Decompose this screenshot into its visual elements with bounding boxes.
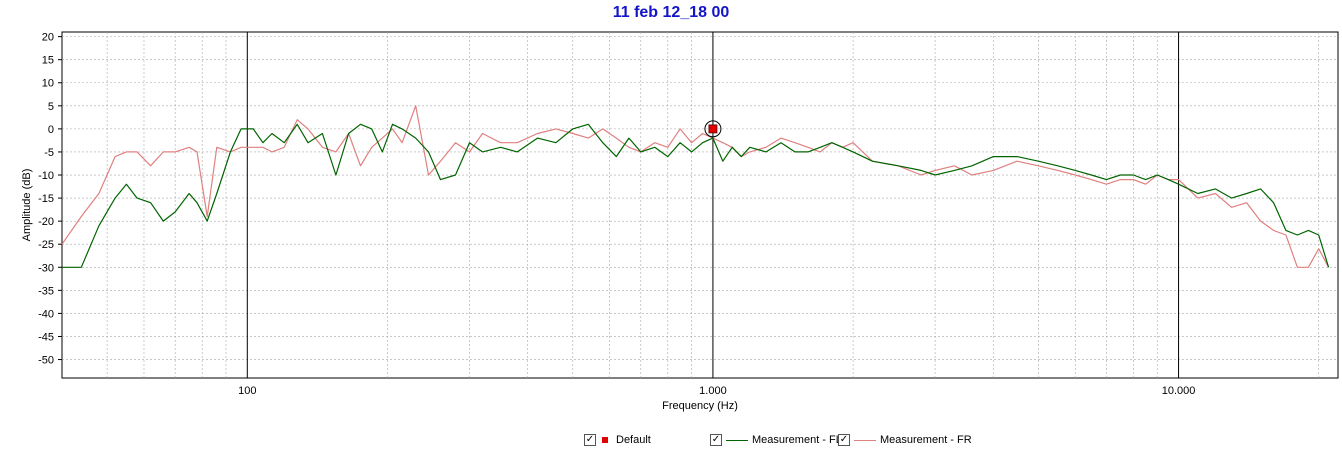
legend-checkbox-fr[interactable]: ✓ — [838, 434, 850, 446]
y-tick-label: -50 — [38, 355, 54, 367]
legend-label-default: Default — [616, 434, 651, 446]
legend: ✓ Default ✓ Measurement - FL ✓ Measureme… — [0, 432, 1342, 450]
line-icon — [726, 440, 748, 441]
y-axis: 20 15 10 5 0 -5 -10 -15 -20 -25 -30 -35 -40 -45 -50 — [38, 32, 62, 367]
line-icon — [854, 440, 876, 441]
marker-ring[interactable] — [704, 120, 722, 138]
grid-minor — [62, 32, 1338, 378]
y-tick-label: -25 — [38, 239, 54, 251]
grid-major — [246, 32, 1180, 378]
series-layer — [61, 105, 1330, 268]
legend-label-fr: Measurement - FR — [880, 434, 972, 446]
legend-checkbox-default[interactable]: ✓ — [584, 434, 596, 446]
x-axis: 100 1.000 10.000 — [238, 385, 1195, 397]
x-axis-title: Frequency (Hz) — [662, 400, 738, 412]
plot-area — [61, 31, 1339, 379]
y-tick-label: -40 — [38, 308, 54, 320]
frequency-response-chart: 20 15 10 5 0 -5 -10 -15 -20 -25 -30 -35 -40 -45 -50 10… — [21, 31, 1339, 412]
y-axis-title: Amplitude (dB) — [21, 169, 33, 242]
chart-title: 11 feb 12_18 00 — [612, 4, 730, 21]
legend-item-fr[interactable]: ✓ Measurement - FR — [838, 432, 972, 448]
y-tick-label: -20 — [38, 216, 54, 228]
y-tick-label: -15 — [38, 193, 54, 205]
x-tick-label: 1.000 — [699, 385, 727, 397]
y-tick-label: -5 — [44, 147, 54, 159]
y-tick-label: 20 — [42, 32, 54, 44]
legend-label-fl: Measurement - FL — [752, 434, 842, 446]
y-tick-label: 15 — [42, 55, 54, 67]
legend-swatch-fl — [726, 434, 748, 446]
marker-layer — [704, 120, 722, 138]
legend-swatch-fr — [854, 434, 876, 446]
x-tick-label: 10.000 — [1162, 385, 1196, 397]
legend-checkbox-fl[interactable]: ✓ — [710, 434, 722, 446]
marker-point[interactable] — [708, 124, 718, 134]
y-tick-label: -10 — [38, 170, 54, 182]
legend-swatch-default — [600, 434, 612, 446]
y-tick-label: -35 — [38, 285, 54, 297]
series-line — [62, 123, 1330, 268]
x-tick-label: 100 — [238, 385, 256, 397]
y-tick-label: 10 — [42, 78, 54, 90]
y-tick-label: 0 — [48, 124, 54, 136]
y-tick-label: -45 — [38, 331, 54, 343]
legend-item-default[interactable]: ✓ Default — [584, 432, 651, 448]
legend-item-fl[interactable]: ✓ Measurement - FL — [710, 432, 842, 448]
y-tick-label: 5 — [48, 101, 54, 113]
y-tick-label: -30 — [38, 262, 54, 274]
marker-square-icon — [602, 437, 608, 443]
series-line — [61, 105, 1330, 268]
